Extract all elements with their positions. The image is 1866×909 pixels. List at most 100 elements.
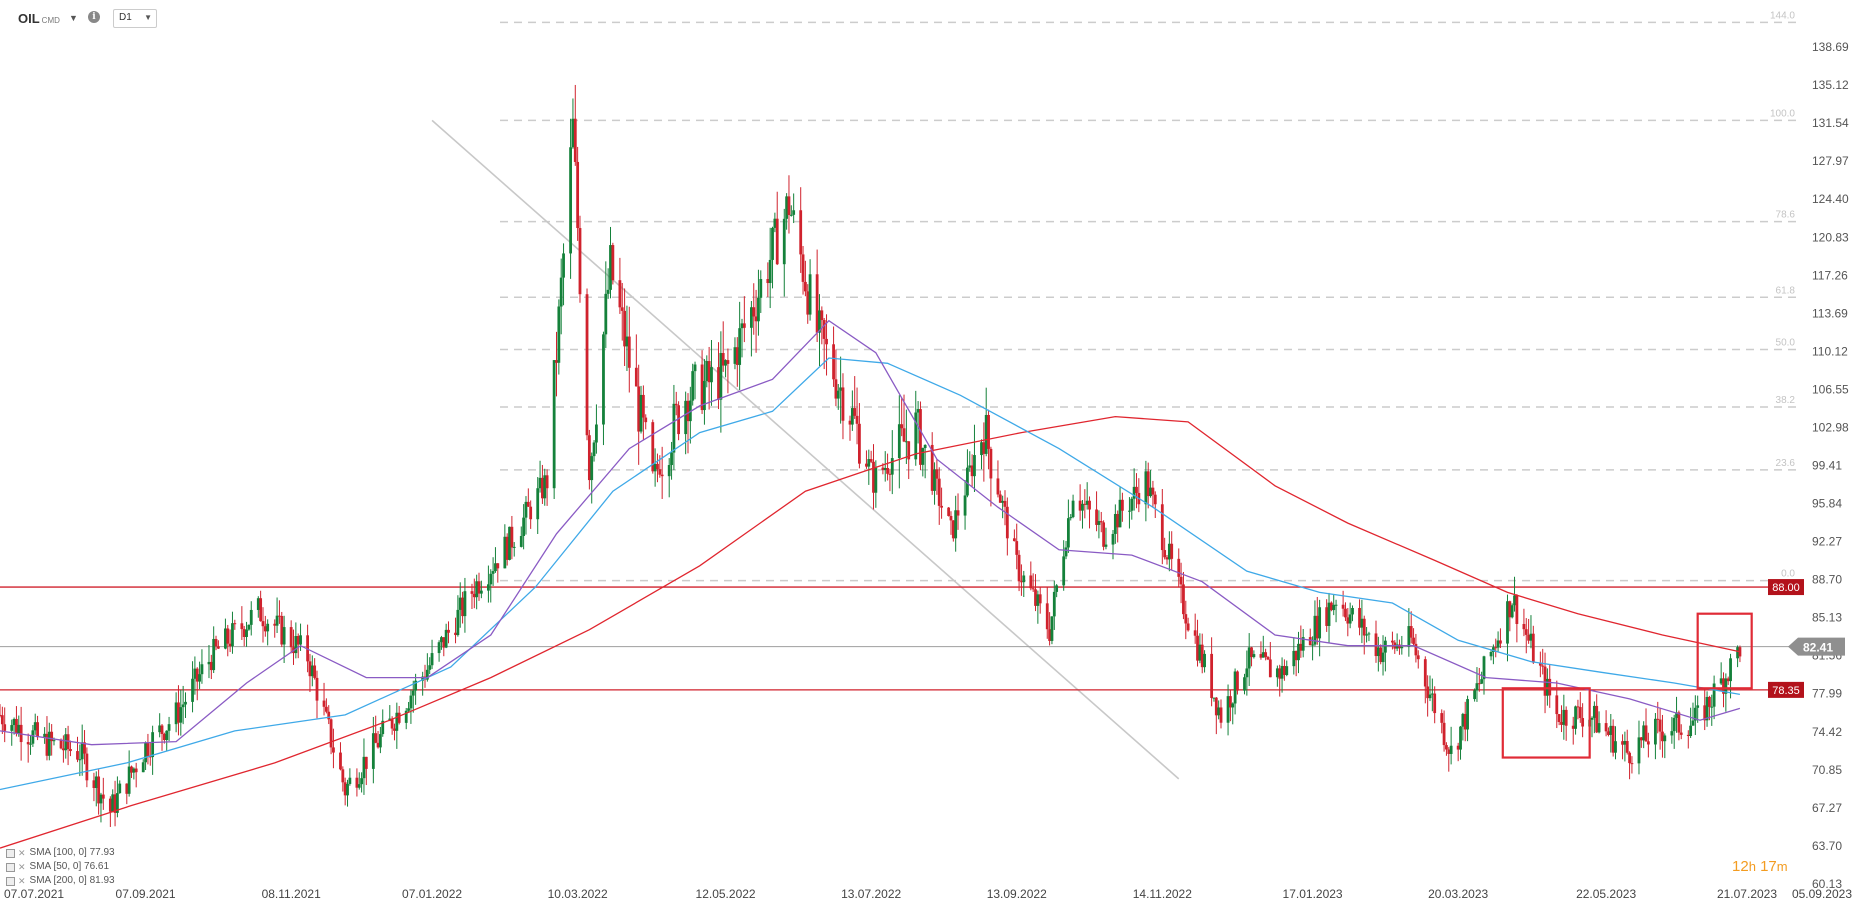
highlight-boxes <box>1501 612 1753 759</box>
candle-up <box>1672 717 1676 732</box>
price-tick-label: 77.99 <box>1812 687 1842 701</box>
candle-down <box>1344 608 1347 618</box>
candle-down <box>1374 633 1378 657</box>
legend-item-sma100[interactable]: ✕ SMA [100, 0] 77.93 <box>6 846 115 860</box>
candle-up <box>294 635 298 654</box>
candle-down <box>1266 657 1270 660</box>
candle-down <box>1184 614 1188 624</box>
candle-up <box>557 306 561 363</box>
candle-down <box>787 196 791 215</box>
price-tick-label: 135.12 <box>1812 78 1849 92</box>
fib-level-label: 23.6 <box>1776 458 1796 469</box>
candle-up <box>118 783 122 794</box>
candle-up <box>1475 683 1479 691</box>
candle-down <box>1686 734 1690 737</box>
candle-up <box>440 637 443 643</box>
time-tick-label: 10.03.2022 <box>548 887 608 901</box>
candle-down <box>1102 522 1106 547</box>
candle-up <box>710 367 713 383</box>
candle-up <box>1696 705 1700 708</box>
candle-up <box>409 695 413 709</box>
candle-up <box>1428 694 1432 699</box>
candle-up <box>1466 699 1469 730</box>
candle-down <box>742 323 746 328</box>
candle-up <box>569 147 572 254</box>
candle-up <box>897 424 901 459</box>
legend-item-sma50[interactable]: ✕ SMA [50, 0] 76.61 <box>6 860 115 874</box>
candle-up <box>421 676 425 681</box>
candle-up <box>653 463 657 472</box>
candle-down <box>1409 626 1413 638</box>
candle-down <box>36 722 39 738</box>
highlight-box[interactable] <box>1501 687 1591 759</box>
fibonacci-levels: 144.0 100.0 78.6 61.8 50.0 38.2 23.6 0.0 <box>431 10 1800 780</box>
close-icon[interactable]: ✕ <box>18 848 26 858</box>
candle-up <box>1128 510 1131 512</box>
fib-level-label: 78.6 <box>1776 210 1796 221</box>
candle-down <box>855 415 859 424</box>
sma-200-line <box>0 415 1741 849</box>
candle-down <box>803 281 807 292</box>
legend-item-sma200[interactable]: ✕ SMA [200, 0] 81.93 <box>6 874 115 888</box>
candle-down <box>1278 668 1282 679</box>
candle-down <box>1423 659 1427 687</box>
candle-up <box>609 245 612 290</box>
highlight-box[interactable] <box>1696 612 1753 690</box>
candle-up <box>151 732 155 758</box>
candle-down <box>735 347 739 365</box>
instrument-symbol[interactable]: OIL CMD <box>18 11 60 26</box>
candle-up <box>1367 633 1371 635</box>
timeframe-select[interactable]: D1 ▼ <box>113 9 157 28</box>
candle-up <box>759 279 763 298</box>
candle-down <box>858 423 861 464</box>
candle-down <box>1644 725 1648 742</box>
candle-down <box>113 794 117 813</box>
candle-down <box>97 776 101 804</box>
candle-down <box>472 593 476 598</box>
candle-up <box>1245 668 1249 678</box>
candle-up <box>1055 585 1059 592</box>
candle-down <box>313 665 317 678</box>
price-tick-label: 138.69 <box>1812 40 1849 54</box>
candle-down <box>1628 752 1631 764</box>
candle-up <box>1473 690 1477 700</box>
candle-down <box>1738 647 1742 657</box>
candle-down <box>1557 714 1561 722</box>
close-icon[interactable]: ✕ <box>18 862 26 872</box>
candle-down <box>233 623 237 625</box>
candle-down <box>1229 696 1232 708</box>
candle-down <box>1362 618 1366 636</box>
candle-down <box>700 364 704 411</box>
candle-down <box>376 742 380 748</box>
chevron-down-icon: ▼ <box>144 13 152 22</box>
candle-up <box>1313 615 1317 645</box>
candle-up <box>670 452 673 466</box>
candle-down <box>707 361 711 383</box>
info-icon[interactable]: i <box>88 11 100 23</box>
candle-up <box>836 390 840 399</box>
chevron-down-icon[interactable]: ▼ <box>69 13 78 23</box>
candle-down <box>85 753 89 781</box>
candle-down <box>1414 643 1418 656</box>
candle-up <box>127 766 131 794</box>
level-price-tag <box>1768 579 1804 596</box>
candle-down <box>397 712 401 723</box>
candle-down <box>1661 731 1664 742</box>
candle-up <box>463 591 467 617</box>
candle-up <box>1614 741 1617 753</box>
candle-up <box>181 704 185 708</box>
candle-down <box>280 615 284 645</box>
candle-down <box>1543 666 1547 696</box>
close-icon[interactable]: ✕ <box>18 876 26 886</box>
candle-down <box>1095 509 1098 525</box>
timer-minutes: 17 <box>1760 858 1777 875</box>
candle-down <box>195 668 199 682</box>
candle-up <box>559 277 563 307</box>
candle-down <box>996 478 1000 495</box>
candle-down <box>825 338 828 345</box>
candle-up <box>310 665 314 677</box>
price-tick-label: 102.98 <box>1812 420 1849 434</box>
candle-down <box>869 459 873 462</box>
candle-down <box>555 360 558 363</box>
